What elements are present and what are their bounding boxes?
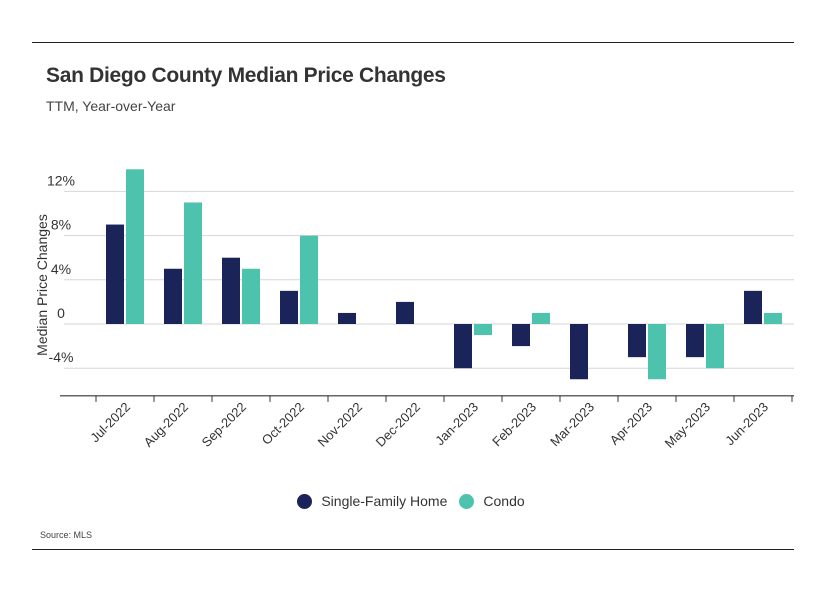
chart-subtitle: TTM, Year-over-Year xyxy=(46,98,176,114)
chart-title: San Diego County Median Price Changes xyxy=(46,64,446,87)
legend-swatch-single-family xyxy=(297,493,313,509)
bar xyxy=(106,224,124,324)
x-tick-label: Aug-2022 xyxy=(141,399,191,449)
bar xyxy=(744,290,762,324)
bar xyxy=(300,235,318,324)
bar xyxy=(338,312,356,324)
bar xyxy=(396,301,414,324)
bar xyxy=(764,312,782,324)
x-tick-label: Dec-2022 xyxy=(373,399,423,449)
legend-item-single-family: Single-Family Home xyxy=(297,493,447,509)
y-tick-label: 4% xyxy=(51,261,71,277)
legend-label-single-family: Single-Family Home xyxy=(321,493,448,509)
y-tick-label: 12% xyxy=(47,172,75,188)
bar xyxy=(280,290,298,324)
y-tick-label: 8% xyxy=(51,217,71,233)
x-tick-label: Jun-2023 xyxy=(722,399,771,448)
axes xyxy=(60,395,794,402)
x-tick-label: Oct-2022 xyxy=(259,399,307,447)
bar xyxy=(570,324,588,380)
x-tick-label: Sep-2022 xyxy=(199,399,249,449)
x-tick-label: Nov-2022 xyxy=(315,399,365,449)
y-axis-label: Median Price Changes xyxy=(34,214,50,356)
x-tick-label: Mar-2023 xyxy=(547,399,597,449)
x-tick-label: Jan-2023 xyxy=(432,399,481,448)
legend: Single-Family Home Condo xyxy=(0,493,822,509)
x-tick-label: Jul-2022 xyxy=(87,399,133,445)
y-tick-label: 0 xyxy=(57,305,65,321)
bars xyxy=(106,169,782,380)
y-tick-label: -4% xyxy=(49,349,74,365)
top-rule xyxy=(32,42,794,43)
bar xyxy=(454,324,472,369)
bar xyxy=(242,268,260,324)
y-tick-labels: -4% 0 4% 8% 12% xyxy=(47,172,75,365)
x-tick-label: Feb-2023 xyxy=(489,399,539,449)
bar xyxy=(474,324,492,336)
legend-label-condo: Condo xyxy=(483,493,525,509)
bottom-rule xyxy=(32,549,794,550)
bar xyxy=(628,324,646,358)
bar xyxy=(512,324,530,347)
bar xyxy=(184,202,202,324)
bar xyxy=(706,324,724,369)
legend-item-condo: Condo xyxy=(459,493,525,509)
bar xyxy=(532,312,550,324)
x-tick-label: Apr-2023 xyxy=(607,399,655,447)
legend-swatch-condo xyxy=(459,493,475,509)
source-note: Source: MLS xyxy=(40,530,93,540)
x-tick-labels: Jul-2022 Aug-2022 Sep-2022 Oct-2022 Nov-2022… xyxy=(87,399,771,450)
bar xyxy=(648,324,666,380)
x-tick-label: May-2023 xyxy=(662,399,713,450)
bar xyxy=(126,169,144,324)
bar xyxy=(686,324,704,358)
bar xyxy=(222,257,240,324)
bar xyxy=(164,268,182,324)
